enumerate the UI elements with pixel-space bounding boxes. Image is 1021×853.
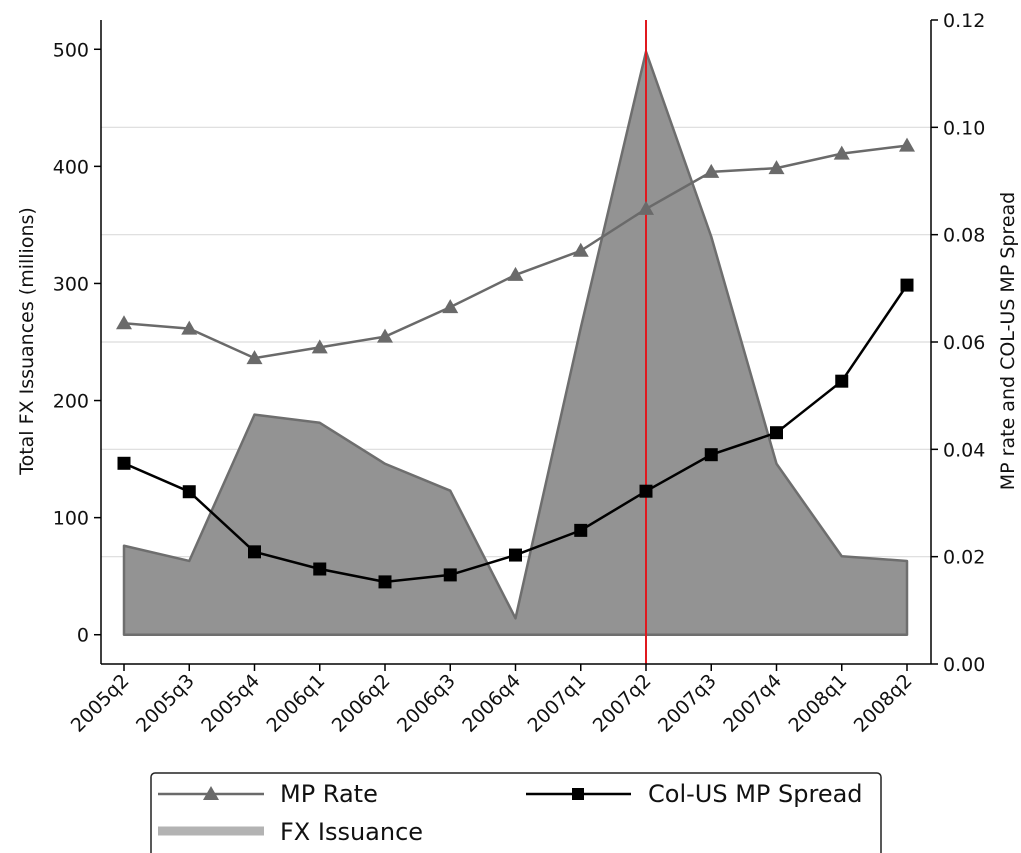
spread-point	[182, 485, 196, 499]
spread-point	[117, 456, 131, 470]
legend-mp-rate-label: MP Rate	[280, 780, 378, 808]
spread-series	[117, 278, 914, 589]
left-axis-title: Total FX Issuances (millions)	[16, 207, 38, 476]
x-tick-label: 2005q3	[132, 670, 199, 737]
mp-rate-point	[246, 350, 263, 365]
spread-point	[770, 426, 783, 440]
spread-point	[574, 523, 588, 537]
fx-issuance-area	[122, 50, 909, 636]
legend-spread-label: Col-US MP Spread	[648, 780, 863, 808]
spread-point	[704, 448, 718, 462]
left-tick-label: 300	[53, 273, 89, 295]
spread-point	[639, 484, 653, 498]
spread-point	[443, 568, 457, 582]
x-tick-label: 2008q2	[850, 670, 917, 737]
x-tick-label: 2006q4	[458, 670, 525, 737]
fx-issuance-area-path	[122, 50, 909, 636]
x-tick-label: 2006q2	[328, 670, 395, 737]
x-tick-label: 2005q4	[197, 670, 264, 737]
mp-rate-point	[442, 299, 459, 314]
mp-rate-point	[181, 320, 198, 335]
right-axis-title: MP rate and COL-US MP Spread	[997, 192, 1019, 490]
x-tick-label: 2007q1	[523, 670, 590, 737]
left-tick-label: 0	[77, 625, 89, 647]
mp-rate-point	[116, 315, 132, 330]
left-tick-label: 200	[53, 391, 89, 413]
x-tick-label: 2007q4	[719, 670, 786, 737]
right-tick-label: 0.02	[943, 547, 985, 569]
legend-fx-label: FX Issuance	[280, 818, 423, 846]
spread-point	[313, 562, 327, 576]
mp-rate-line	[123, 144, 908, 360]
x-tick-label: 2007q3	[654, 670, 721, 737]
mp-rate-point	[833, 145, 850, 160]
x-tick-label: 2008q1	[784, 670, 851, 737]
right-tick-label: 0.10	[943, 117, 985, 139]
x-tick-label: 2005q2	[67, 670, 134, 737]
right-tick-label: 0.00	[943, 654, 985, 676]
x-axis-ticks: 2005q22005q32005q42006q12006q22006q32006…	[67, 664, 917, 737]
right-tick-label: 0.08	[943, 225, 985, 247]
mp-rate-point	[377, 328, 393, 343]
right-tick-label: 0.04	[943, 439, 985, 461]
x-tick-label: 2007q2	[589, 670, 656, 737]
x-tick-label: 2006q3	[393, 670, 460, 737]
mp-rate-point	[507, 266, 524, 281]
left-axis-ticks: 0 100 200 300 400 500	[53, 39, 101, 647]
mp-rate-series	[116, 137, 915, 365]
mp-rate-point	[638, 200, 654, 215]
mp-rate-point	[703, 163, 720, 178]
spread-point	[900, 278, 914, 292]
legend-spread-marker	[572, 788, 584, 800]
x-tick-label: 2006q1	[262, 670, 329, 737]
legend-mp-rate-marker	[203, 786, 219, 800]
legend-box	[150, 772, 882, 853]
legend: MP Rate Col-US MP Spread FX Issuance	[150, 772, 882, 853]
spread-point	[248, 545, 261, 559]
left-tick-label: 100	[53, 508, 89, 530]
spread-point	[378, 575, 392, 589]
spread-point	[509, 548, 522, 562]
right-tick-label: 0.06	[943, 332, 985, 354]
right-axis-ticks: 0.00 0.02 0.04 0.06 0.08 0.10 0.12	[931, 10, 985, 676]
mp-rate-point	[572, 242, 589, 257]
mp-rate-point	[899, 137, 915, 152]
spread-point	[835, 374, 849, 388]
right-tick-label: 0.12	[943, 10, 985, 32]
mp-rate-point	[768, 160, 785, 175]
mp-rate-point	[311, 339, 328, 354]
left-tick-label: 400	[53, 156, 89, 178]
left-tick-label: 500	[53, 39, 89, 61]
